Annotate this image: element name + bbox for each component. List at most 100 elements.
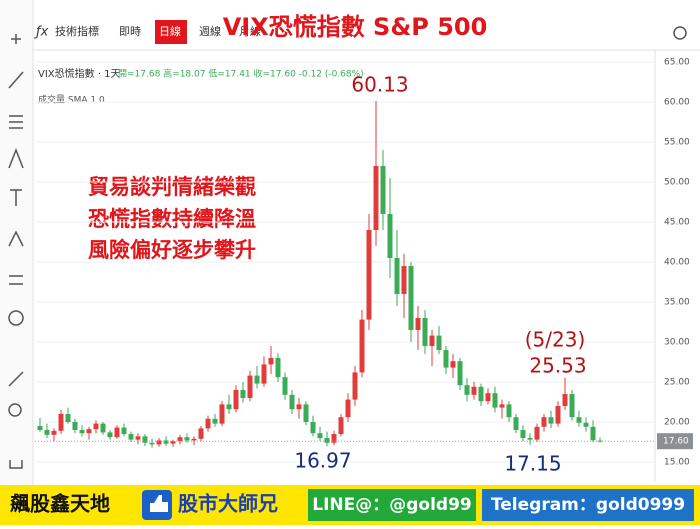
candle-body [226,404,232,410]
candle-body [583,422,589,427]
y-tick-label: 45.00 [664,218,690,228]
candle-body [128,434,134,440]
candle-body [100,423,106,433]
crosshair-icon[interactable] [11,34,21,44]
commentary-line: 貿易談判情緒樂觀 [88,175,256,199]
candle-body [352,372,358,400]
candle-body [282,377,288,395]
footer-name: 股市大師兄 [178,492,278,516]
candle-body [51,430,57,435]
chart-title: VIX恐慌指數 S&P 500 [223,13,488,41]
candle-body [177,437,183,442]
candle-body [324,438,330,443]
toolbar-tab[interactable]: 日線 [159,24,181,38]
candle-body [359,319,365,373]
brush-icon[interactable] [8,147,24,169]
candle-body [156,440,162,445]
legend-volume: 成交量 SMA 1 0 [38,94,105,106]
candle-body [527,438,533,440]
candle-body [149,442,155,445]
magnet-icon[interactable] [9,460,23,469]
y-tick-label: 15.00 [664,458,690,468]
toolbar-tab[interactable]: 週線 [199,24,221,38]
candle-body [394,258,400,294]
candle-body [387,214,393,258]
candle-body [534,426,540,440]
last-price-tag [657,433,693,450]
candle-body [65,414,71,422]
footer-line[interactable]: LINE@：@gold99 [312,495,472,515]
candle-body [471,386,477,395]
candle-body [436,335,442,350]
toolbar-tab[interactable]: 技術指標 [55,24,99,38]
candle-body [499,404,505,408]
measure-icon[interactable] [9,275,23,285]
candle-body [184,437,190,441]
pattern-icon[interactable] [8,230,24,247]
line-box[interactable] [308,489,476,521]
candle-body [247,375,253,398]
candle-body [443,350,449,368]
y-tick-label: 40.00 [664,258,690,268]
toolbar-tab[interactable]: 即時 [119,25,141,38]
y-tick-label: 60.00 [664,98,690,108]
candle-body [464,385,470,395]
y-tick-label: 55.00 [664,138,690,148]
candle-body [541,417,547,427]
y-tick-label: 20.00 [664,418,690,428]
annotation: 17.15 [504,452,561,476]
left-toolbar [0,0,33,485]
footer-brand: 飆股鑫天地 [10,492,110,516]
fib-icon[interactable] [9,115,23,129]
line-icon[interactable] [8,71,24,89]
telegram-box[interactable] [482,489,694,521]
footer: 飆股鑫天地 股市大師兄 LINE@：@gold99 Telegram：gold0… [0,485,700,525]
candle-body [506,404,512,418]
emoji-icon[interactable] [8,310,24,326]
candle-body [198,428,204,439]
toolbar-tab[interactable]: 月線 [239,24,261,38]
footer-telegram[interactable]: Telegram：gold0999 [491,495,685,515]
annotation: 16.97 [294,449,351,473]
legend-symbol: VIX恐慌指數 · 1天 [38,67,121,80]
y-tick-label: 50.00 [664,178,690,188]
candle-body [401,266,407,294]
candle-body [478,386,484,402]
last-price-label: 17.60 [663,437,689,447]
candle-body [268,358,274,365]
candle-body [121,427,127,434]
candle-body [317,433,323,438]
candle-body [296,404,302,410]
candle-body [114,427,120,438]
annotation: 60.13 [351,73,408,97]
candle-body [191,438,197,441]
candle-body [415,318,421,330]
candle-body [240,390,246,398]
zoom-icon[interactable] [8,403,22,417]
candle-body [492,393,498,408]
candle-body [205,418,211,429]
legend-ohlc: 開=17.68 高=18.07 低=17.41 收=17.60 -0.12 (-… [118,68,364,80]
text-icon[interactable] [10,189,22,206]
candle-body [79,430,85,434]
candle-body [576,417,582,423]
active-tab [155,20,187,44]
candle-body [562,394,568,406]
settings-icon[interactable] [673,26,687,40]
candle-body [275,358,281,378]
thumb-shape [150,495,168,512]
y-tick-label: 65.00 [664,58,690,68]
candle-body [485,393,491,402]
candle-body [233,390,239,410]
candle-body [331,434,337,443]
y-tick-label: 35.00 [664,298,690,308]
fx-icon[interactable]: ƒx [33,25,49,40]
candle-body [310,422,316,434]
candle-body [520,430,526,438]
candle-body [107,432,113,438]
candle-body [408,266,414,330]
candle-body [569,394,575,418]
ruler-icon[interactable] [8,371,24,387]
